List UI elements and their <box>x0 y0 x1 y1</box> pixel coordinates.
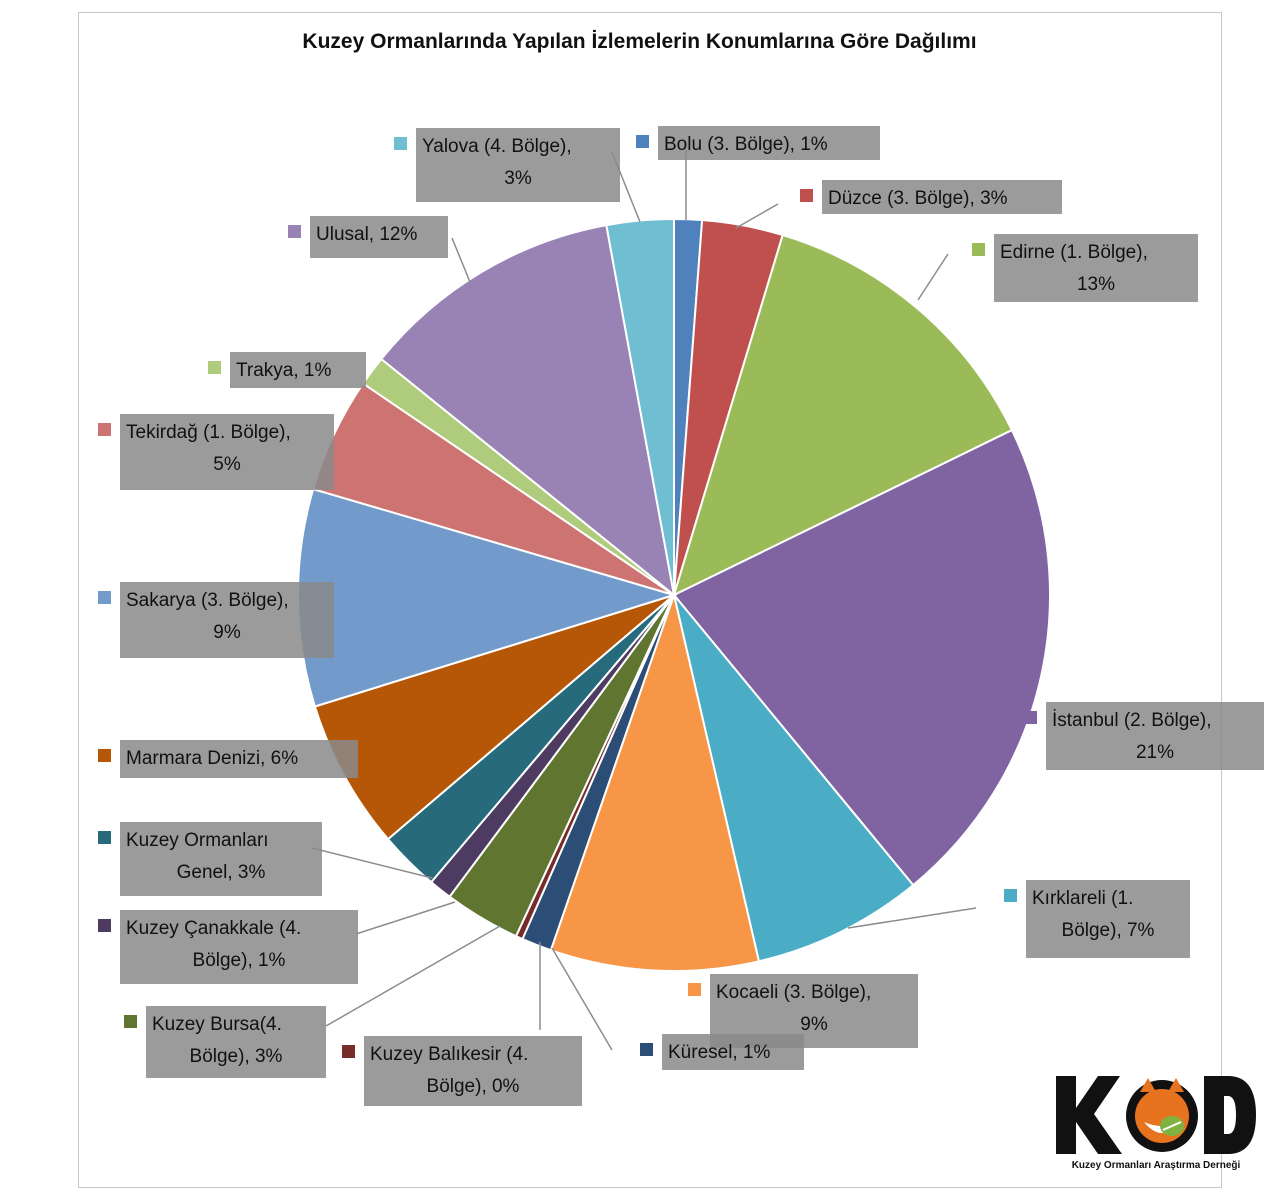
data-label: Kuzey Çanakkale (4. Bölge), 1% <box>98 910 358 984</box>
leader-line <box>451 237 471 283</box>
data-label-text: Bölge), 7% <box>1062 920 1155 941</box>
legend-key <box>1024 711 1037 724</box>
pie-slice <box>672 233 1014 597</box>
data-label-text: Bolu (3. Bölge), 1% <box>664 134 828 155</box>
data-label-text: 9% <box>800 1014 828 1035</box>
data-label: Ulusal, 12% <box>288 216 448 258</box>
data-label-text: Düzce (3. Bölge), 3% <box>828 188 1008 209</box>
data-label-background <box>416 128 620 202</box>
data-label-text: İstanbul (2. Bölge), <box>1052 710 1211 731</box>
data-label-text: Bölge), 0% <box>427 1076 520 1097</box>
legend-key <box>124 1015 137 1028</box>
data-label: Kuzey Balıkesir (4. Bölge), 0% <box>342 1036 582 1106</box>
legend-key <box>98 831 111 844</box>
pie-slices <box>297 217 1051 972</box>
data-label-text: Edirne (1. Bölge), <box>1000 242 1148 263</box>
leader-line <box>311 847 433 879</box>
data-label-text: Tekirdağ (1. Bölge), <box>126 422 291 443</box>
data-label: Trakya, 1% <box>208 352 366 388</box>
legend-key <box>640 1043 653 1056</box>
data-label-text: 9% <box>213 622 241 643</box>
data-label-text: Sakarya (3. Bölge), <box>126 590 289 611</box>
leader-line <box>847 907 977 929</box>
data-label-text: Marmara Denizi, 6% <box>126 748 298 769</box>
data-label-background <box>120 740 358 778</box>
data-label-background <box>120 414 334 490</box>
data-label: Bolu (3. Bölge), 1% <box>636 126 880 160</box>
data-label-text: 3% <box>504 168 532 189</box>
kod-logo-mark <box>1056 1076 1256 1154</box>
data-label: İstanbul (2. Bölge), 21% <box>1024 702 1264 770</box>
data-label-text: Kuzey Ormanları <box>126 830 269 851</box>
data-label-text: Genel, 3% <box>177 862 266 883</box>
data-label-background <box>120 582 334 658</box>
legend-key <box>98 423 111 436</box>
legend-key <box>394 137 407 150</box>
data-label: Kuzey Ormanları Genel, 3% <box>98 822 322 896</box>
data-label-text: 5% <box>213 454 241 475</box>
data-label-background <box>146 1006 326 1078</box>
data-label-text: 13% <box>1077 274 1115 295</box>
data-label-background <box>994 234 1198 302</box>
data-label: Küresel, 1% <box>640 1034 804 1070</box>
data-label: Kuzey Bursa(4. Bölge), 3% <box>124 1006 326 1078</box>
data-label-text: Kırklareli (1. <box>1032 888 1133 909</box>
data-label: Düzce (3. Bölge), 3% <box>800 180 1062 214</box>
data-labels: Bolu (3. Bölge), 1% Düzce (3. Bölge), 3% E… <box>98 126 1264 1106</box>
data-label-background <box>310 216 448 258</box>
leader-line <box>551 947 613 1051</box>
legend-key <box>1004 889 1017 902</box>
legend-key <box>288 225 301 238</box>
legend-key <box>208 361 221 374</box>
data-label: Sakarya (3. Bölge), 9% <box>98 582 334 658</box>
data-label: Kırklareli (1. Bölge), 7% <box>1004 880 1190 958</box>
legend-key <box>98 591 111 604</box>
data-label-text: Kuzey Çanakkale (4. <box>126 918 301 939</box>
data-label-text: Kuzey Balıkesir (4. <box>370 1044 528 1065</box>
data-label: Kocaeli (3. Bölge), 9% <box>688 974 918 1048</box>
leader-line <box>355 901 456 935</box>
data-label-text: Bölge), 1% <box>193 950 286 971</box>
data-label-text: Yalova (4. Bölge), <box>422 136 572 157</box>
data-label: Edirne (1. Bölge), 13% <box>972 234 1198 302</box>
legend-key <box>98 919 111 932</box>
chart-title: Kuzey Ormanlarında Yapılan İzlemelerin K… <box>302 30 977 53</box>
pie-slice <box>379 223 676 598</box>
data-label-background <box>120 910 358 984</box>
legend-key <box>342 1045 355 1058</box>
data-label-background <box>662 1034 804 1070</box>
data-label-text: Küresel, 1% <box>668 1042 771 1063</box>
data-label-text: 21% <box>1136 742 1174 763</box>
data-label-text: Ulusal, 12% <box>316 224 417 245</box>
data-label-background <box>120 822 322 896</box>
legend-key <box>636 135 649 148</box>
data-label: Tekirdağ (1. Bölge), 5% <box>98 414 334 490</box>
pie-slice <box>673 594 915 963</box>
data-label-background <box>364 1036 582 1106</box>
data-label-background <box>230 352 366 388</box>
legend-key <box>972 243 985 256</box>
legend-key <box>98 749 111 762</box>
data-label-text: Kocaeli (3. Bölge), <box>716 982 871 1003</box>
leader-line <box>325 925 501 1027</box>
data-label-background <box>1026 880 1190 958</box>
data-label-background <box>822 180 1062 214</box>
data-label-text: Bölge), 3% <box>190 1046 283 1067</box>
kod-logo-caption: Kuzey Ormanları Araştırma Derneği <box>1071 1160 1241 1171</box>
data-label-background <box>658 126 880 160</box>
legend-key <box>800 189 813 202</box>
data-label: Yalova (4. Bölge), 3% <box>394 128 620 202</box>
data-label-background <box>1046 702 1264 770</box>
leader-line <box>917 253 949 301</box>
leader-line <box>735 203 779 229</box>
pie-slice <box>549 591 761 972</box>
data-label-text: Trakya, 1% <box>236 360 331 381</box>
kod-logo <box>1052 1070 1260 1182</box>
leader-lines <box>311 150 977 1051</box>
legend-key <box>688 983 701 996</box>
pie-slice <box>672 428 1051 887</box>
data-label: Marmara Denizi, 6% <box>98 740 358 778</box>
data-label-text: Kuzey Bursa(4. <box>152 1014 282 1035</box>
